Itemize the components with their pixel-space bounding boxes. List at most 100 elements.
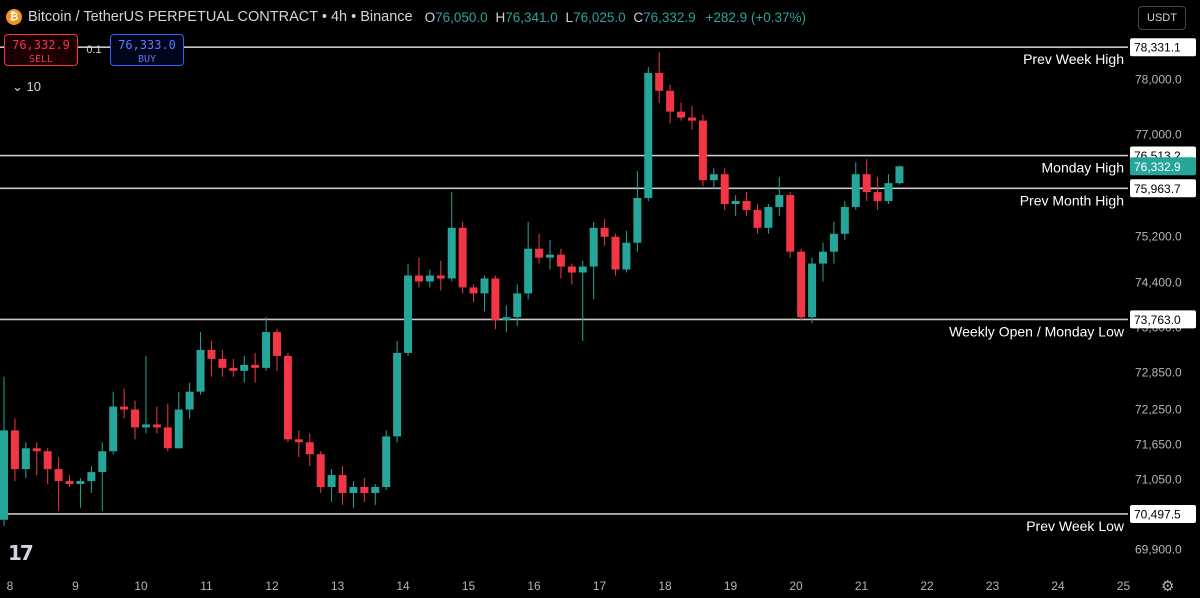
candle xyxy=(513,284,522,327)
x-tick-label: 23 xyxy=(986,579,1000,593)
candle-body xyxy=(273,332,281,356)
candle xyxy=(393,341,402,443)
candle xyxy=(797,248,806,321)
candle xyxy=(677,102,686,121)
close-value: 76,332.9 xyxy=(643,9,696,25)
candle xyxy=(709,168,718,190)
candle-body xyxy=(163,427,172,449)
level-label: Monday High xyxy=(1042,160,1125,176)
level-price-label: 75,963.7 xyxy=(1134,182,1181,196)
candle xyxy=(808,257,817,324)
level-label: Prev Week Low xyxy=(1026,518,1125,534)
candle xyxy=(589,221,598,300)
x-tick-label: 20 xyxy=(789,579,803,593)
candle xyxy=(109,391,118,455)
gear-icon[interactable]: ⚙ xyxy=(1161,578,1175,595)
candle xyxy=(469,284,478,303)
candle xyxy=(447,192,456,282)
candle-body xyxy=(32,448,41,452)
candle xyxy=(633,171,642,252)
candle xyxy=(0,376,8,526)
candle-body xyxy=(797,251,806,318)
candle xyxy=(152,406,161,434)
candle xyxy=(840,201,849,240)
candle-body xyxy=(611,236,620,270)
candle xyxy=(425,269,434,288)
buy-button[interactable]: 76,333.0 BUY xyxy=(110,34,184,66)
candle-body xyxy=(141,424,150,428)
candle-body xyxy=(447,227,456,279)
buy-label: BUY xyxy=(137,54,157,65)
candle-body xyxy=(218,358,227,368)
candle-body xyxy=(687,117,696,121)
tradingview-logo-icon[interactable]: 17 xyxy=(8,541,34,565)
candle-body xyxy=(535,248,544,258)
candle-body xyxy=(349,486,358,493)
symbol-title[interactable]: Bitcoin / TetherUS PERPETUAL CONTRACT • … xyxy=(28,9,413,25)
candle xyxy=(273,329,281,371)
candle xyxy=(687,105,696,130)
candle xyxy=(895,165,904,185)
candle xyxy=(600,218,609,246)
candle-body xyxy=(54,469,63,482)
level-price-box xyxy=(1130,38,1196,57)
sell-button[interactable]: 76,332.9 SELL xyxy=(4,34,78,66)
y-tick-label: 72,250.0 xyxy=(1135,403,1182,417)
candle-body xyxy=(589,227,598,267)
candle xyxy=(480,275,489,312)
candle-body xyxy=(666,90,675,112)
candle-body xyxy=(382,436,391,487)
candle xyxy=(491,275,500,330)
y-tick-label: 74,400.0 xyxy=(1135,276,1182,290)
last-price-box xyxy=(1130,157,1196,176)
candle xyxy=(546,239,554,270)
candle-body xyxy=(644,72,653,199)
high-value: 76,341.0 xyxy=(505,9,558,25)
candle xyxy=(141,355,150,434)
high-key: H xyxy=(495,9,506,25)
candle xyxy=(414,257,423,288)
level-price-box xyxy=(1130,310,1196,329)
candle-body xyxy=(862,174,871,193)
candle xyxy=(229,358,238,377)
y-tick-label: 78,000.0 xyxy=(1135,73,1182,87)
y-tick-label: 75,200.0 xyxy=(1135,230,1182,244)
candle-body xyxy=(731,201,740,204)
x-tick-label: 9 xyxy=(72,579,79,593)
candle-body xyxy=(513,293,522,318)
x-tick-label: 11 xyxy=(200,579,213,593)
candle xyxy=(185,382,194,419)
quantity-field[interactable]: 0.1 xyxy=(86,44,102,56)
candle-body xyxy=(556,254,565,267)
open-value: 76,050.0 xyxy=(435,9,488,25)
candle-body xyxy=(819,251,827,264)
candle-body xyxy=(414,275,423,282)
x-tick-label: 19 xyxy=(724,579,738,593)
candle xyxy=(54,457,63,511)
candle xyxy=(283,352,292,443)
candle-body xyxy=(600,227,609,237)
y-tick-label: 69,900.0 xyxy=(1135,543,1182,557)
candle xyxy=(98,442,107,511)
candle-body xyxy=(404,275,413,353)
candle xyxy=(163,403,172,452)
x-tick-label: 10 xyxy=(134,579,148,593)
candle-body xyxy=(21,448,30,470)
candle xyxy=(436,260,445,291)
candle-body xyxy=(578,266,587,273)
indicators-toggle[interactable]: ⌄ 10 xyxy=(12,79,41,95)
candle-body xyxy=(633,198,642,243)
candle-body xyxy=(152,424,161,428)
candle xyxy=(578,260,587,342)
candle-body xyxy=(753,209,762,228)
candle xyxy=(862,159,871,202)
candle-body xyxy=(458,227,467,288)
sell-label: SELL xyxy=(28,54,54,65)
candle-body xyxy=(87,472,96,482)
currency-selector[interactable]: USDT xyxy=(1138,6,1186,30)
candle xyxy=(240,355,249,383)
candle xyxy=(131,400,140,440)
bitcoin-icon: ₿ xyxy=(6,9,22,25)
candle-body xyxy=(229,367,238,371)
